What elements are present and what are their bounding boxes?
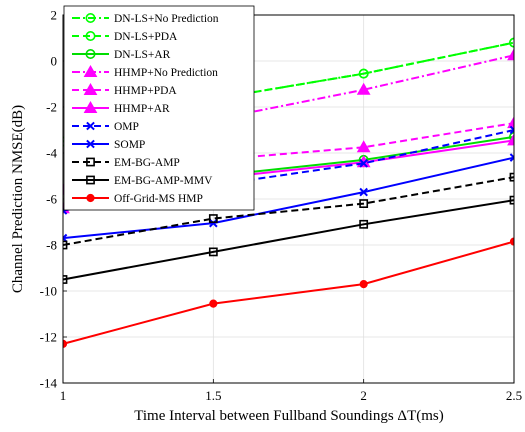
series-line xyxy=(62,199,515,281)
data-point xyxy=(63,233,68,243)
legend-item: SOMP xyxy=(72,139,145,151)
legend-label: HHMP+No Prediction xyxy=(114,67,218,79)
legend-swatch-marker xyxy=(83,100,98,113)
legend-item: Off-Grid-MS HMP xyxy=(72,193,203,205)
data-point xyxy=(359,199,369,208)
legend-item: HHMP+AR xyxy=(72,100,170,115)
data-point xyxy=(209,218,218,228)
data-point xyxy=(359,219,369,229)
series-line xyxy=(62,240,515,345)
legend-swatch-marker xyxy=(86,193,95,203)
series-line xyxy=(62,176,515,246)
legend-item: OMP xyxy=(72,121,139,133)
legend-item: DN-LS+AR xyxy=(72,48,171,61)
legend-label: DN-LS+PDA xyxy=(114,31,178,43)
x-tick-label: 2.5 xyxy=(506,388,522,403)
legend-item: DN-LS+No Prediction xyxy=(72,13,219,25)
data-point xyxy=(209,299,218,308)
data-point xyxy=(359,280,368,289)
series-line xyxy=(62,156,515,240)
legend-swatch-marker xyxy=(86,139,95,149)
data-point xyxy=(356,140,371,153)
legend-swatch-marker xyxy=(86,157,95,167)
legend-label: HHMP+AR xyxy=(114,103,170,115)
data-point xyxy=(208,247,218,257)
legend-item: HHMP+No Prediction xyxy=(72,64,218,79)
legend-label: SOMP xyxy=(114,139,145,151)
y-tick-label: 0 xyxy=(51,54,58,69)
series-markers xyxy=(63,153,514,243)
legend-swatch-marker xyxy=(86,121,95,131)
data-point xyxy=(356,82,371,95)
legend-swatch-marker xyxy=(86,175,95,185)
y-tick-label: 2 xyxy=(51,8,58,23)
legend-label: OMP xyxy=(114,121,139,133)
x-axis-label: Time Interval between Fullband Soundings… xyxy=(134,408,443,424)
x-tick-label: 1.5 xyxy=(205,388,221,403)
legend-label: EM-BG-AMP xyxy=(114,157,180,169)
data-point xyxy=(507,133,514,146)
legend-swatch-marker xyxy=(85,13,96,23)
legend-item: DN-LS+PDA xyxy=(72,30,178,43)
y-tick-label: -12 xyxy=(40,330,57,345)
legend-label: DN-LS+No Prediction xyxy=(114,13,219,25)
legend-swatch-marker xyxy=(83,64,98,77)
y-tick-label: -2 xyxy=(46,100,57,115)
legend-label: Off-Grid-MS HMP xyxy=(114,193,203,205)
legend-swatch-marker xyxy=(83,82,98,95)
y-tick-label: -10 xyxy=(40,284,57,299)
y-tick-label: -14 xyxy=(40,376,58,391)
data-point xyxy=(359,159,368,168)
y-tick-label: -8 xyxy=(46,238,57,253)
legend-item: EM-BG-AMP-MMV xyxy=(72,175,213,187)
legend: DN-LS+No Prediction DN-LS+PDA DN-LS+AR HHMP… xyxy=(63,5,255,211)
x-tick-label: 2 xyxy=(360,388,367,403)
y-tick-label: -6 xyxy=(46,192,57,207)
data-point xyxy=(507,116,514,129)
data-point xyxy=(208,214,218,223)
series-markers xyxy=(63,237,514,348)
legend-item: EM-BG-AMP xyxy=(72,157,180,169)
legend-item: HHMP+PDA xyxy=(72,82,177,97)
series-somp xyxy=(62,153,515,243)
data-point xyxy=(507,48,514,61)
legend-swatch-marker xyxy=(85,30,96,41)
data-point xyxy=(509,125,514,135)
legend-label: HHMP+PDA xyxy=(114,85,177,97)
y-tick-label: -4 xyxy=(46,146,57,161)
x-tick-label: 1 xyxy=(60,388,67,403)
data-point xyxy=(358,68,369,79)
data-point xyxy=(509,153,514,162)
data-point xyxy=(359,187,368,197)
axis-ticks: 1 1.5 2 2.5 2 0 -2 -4 -6 -8 -10 -12 -14 xyxy=(40,8,522,404)
series-off-grid-ms-hmp xyxy=(62,237,515,348)
legend-swatch-marker xyxy=(85,48,96,59)
y-axis-label: Channel Prediction NMSE(dB) xyxy=(10,105,26,293)
legend-label: DN-LS+AR xyxy=(114,49,171,61)
legend-label: EM-BG-AMP-MMV xyxy=(114,175,213,187)
series-line xyxy=(62,122,515,191)
